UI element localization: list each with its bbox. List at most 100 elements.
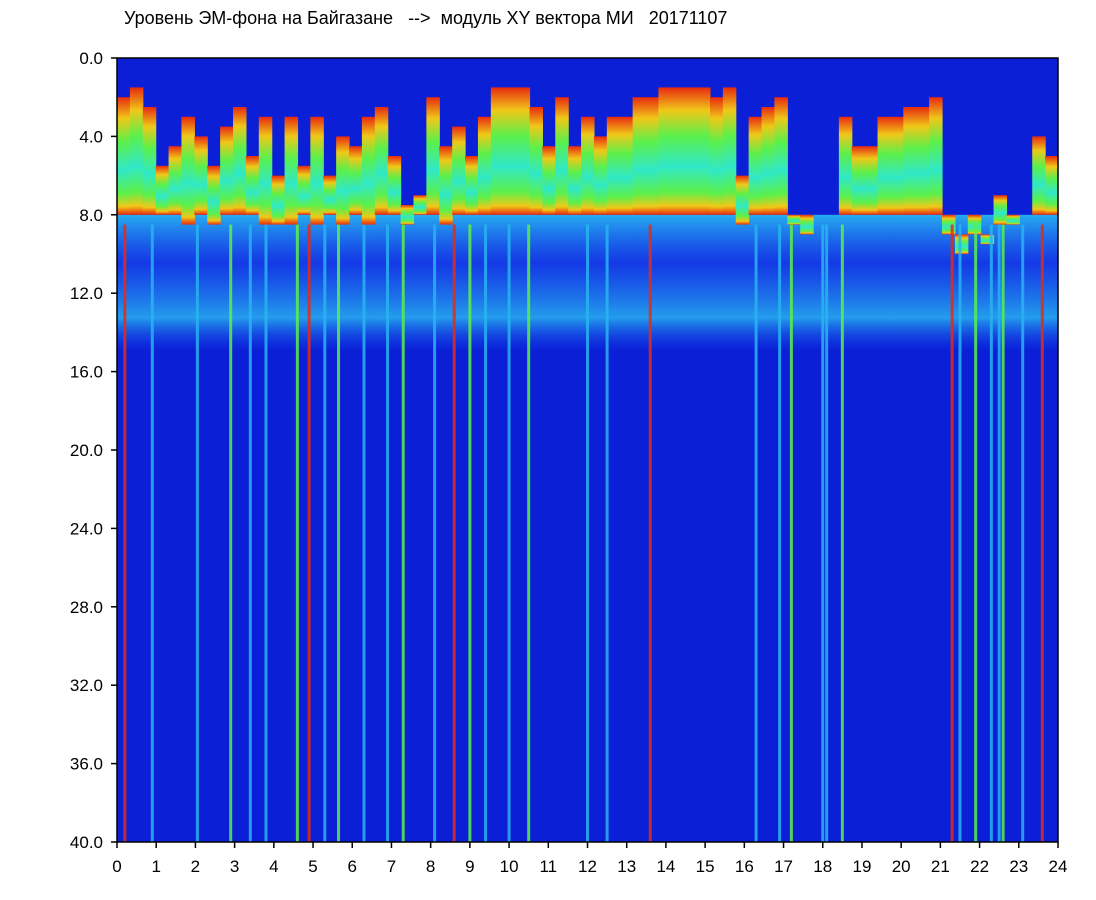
heatmap-streak bbox=[825, 224, 829, 842]
heatmap-streak bbox=[754, 224, 758, 842]
heatmap-band-column bbox=[336, 136, 350, 225]
heatmap-band-column bbox=[439, 146, 453, 225]
heatmap-streak bbox=[386, 224, 390, 842]
heatmap-band-column bbox=[1032, 136, 1046, 215]
heatmap-band-column bbox=[181, 116, 195, 225]
heatmap-band-column bbox=[851, 146, 866, 215]
heatmap-band-column bbox=[606, 116, 621, 215]
x-tick-label: 15 bbox=[696, 857, 715, 876]
heatmap-band-column bbox=[413, 195, 427, 215]
heatmap-band-column bbox=[593, 136, 608, 215]
heatmap-band-column bbox=[980, 234, 995, 245]
heatmap-band-column bbox=[207, 165, 221, 225]
heatmap-band-column bbox=[465, 156, 479, 215]
x-tick-label: 0 bbox=[112, 857, 121, 876]
heatmap-streak bbox=[1021, 224, 1025, 842]
x-tick-label: 23 bbox=[1009, 857, 1028, 876]
heatmap-band-column bbox=[555, 97, 569, 215]
heatmap-streak bbox=[605, 224, 609, 842]
y-tick-label: 40.0 bbox=[70, 833, 103, 852]
heatmap-streak bbox=[821, 224, 825, 842]
heatmap-band-column bbox=[877, 116, 892, 215]
heatmap-band-column bbox=[245, 156, 260, 215]
y-tick-label: 36.0 bbox=[70, 755, 103, 774]
heatmap-streak bbox=[1001, 224, 1005, 842]
x-tick-label: 18 bbox=[813, 857, 832, 876]
heatmap-streak bbox=[958, 224, 962, 842]
heatmap-streak bbox=[789, 224, 793, 842]
heatmap-band-column bbox=[697, 87, 711, 215]
heatmap-streak bbox=[248, 224, 252, 842]
heatmap-streak bbox=[195, 224, 199, 842]
y-tick-label: 8.0 bbox=[79, 206, 103, 225]
x-tick-label: 19 bbox=[852, 857, 871, 876]
heatmap-band-column bbox=[529, 107, 543, 215]
x-axis: 0 1 2 3 4 5 6 7 8 9 10 11 12 13 14 15 16 17 18 19 20 21 22 23 24 bbox=[112, 842, 1067, 876]
heatmap-band-column bbox=[787, 214, 801, 225]
heatmap-band-column bbox=[477, 116, 492, 215]
heatmap-band-column bbox=[374, 107, 389, 215]
x-tick-label: 20 bbox=[892, 857, 911, 876]
x-tick-label: 6 bbox=[348, 857, 357, 876]
heatmap-band-column bbox=[387, 156, 402, 215]
heatmap-band-column bbox=[233, 107, 247, 215]
heatmap-streak bbox=[468, 224, 472, 842]
heatmap-streak bbox=[648, 224, 652, 842]
y-axis: 0.0 4.0 8.0 12.0 16.0 20.0 24.0 28.0 32.0 36.0 40.… bbox=[70, 49, 117, 852]
heatmap-band-column bbox=[709, 97, 724, 215]
heatmap-streak bbox=[123, 224, 127, 842]
heatmap-band-column bbox=[271, 175, 286, 225]
x-tick-label: 5 bbox=[308, 857, 317, 876]
heatmap-band-column bbox=[903, 107, 917, 215]
heatmap-band-column bbox=[400, 205, 415, 225]
heatmap-band-column bbox=[349, 146, 363, 215]
heatmap-streak bbox=[840, 224, 844, 842]
heatmap-band-column bbox=[452, 126, 466, 215]
heatmap-streak bbox=[229, 224, 233, 842]
heatmap-band-column bbox=[426, 97, 440, 215]
x-tick-label: 2 bbox=[191, 857, 200, 876]
heatmap-band-column bbox=[838, 116, 853, 215]
heatmap-streak bbox=[484, 224, 488, 842]
heatmap-band-column bbox=[284, 116, 299, 225]
heatmap-band-column bbox=[503, 87, 518, 215]
heatmap-band-column bbox=[581, 116, 595, 215]
heatmap-band-column bbox=[168, 146, 183, 215]
heatmap-band-column bbox=[619, 116, 634, 215]
heatmap-band-column bbox=[516, 87, 531, 215]
heatmap-band-column bbox=[864, 146, 879, 215]
heatmap-band-column bbox=[297, 165, 311, 215]
heatmap-band-column bbox=[258, 116, 273, 225]
x-tick-label: 16 bbox=[735, 857, 754, 876]
heatmap-streak bbox=[307, 224, 311, 842]
heatmap-band-column bbox=[220, 126, 234, 215]
x-tick-label: 8 bbox=[426, 857, 435, 876]
heatmap-band-column bbox=[800, 214, 814, 235]
heatmap-streak bbox=[362, 224, 366, 842]
y-tick-label: 4.0 bbox=[79, 127, 103, 146]
heatmap-band-column bbox=[1006, 214, 1020, 225]
heatmap-band-column bbox=[890, 116, 904, 215]
x-tick-label: 22 bbox=[970, 857, 989, 876]
heatmap-streak bbox=[452, 224, 456, 842]
heatmap-streak bbox=[1040, 224, 1044, 842]
heatmap-streak bbox=[974, 224, 978, 842]
heatmap-band-column bbox=[671, 87, 685, 215]
heatmap-streak bbox=[586, 224, 589, 842]
heatmap-band-column bbox=[155, 165, 170, 215]
heatmap-streak bbox=[527, 224, 531, 842]
heatmap-streak bbox=[264, 224, 268, 842]
heatmap-band-column bbox=[361, 116, 376, 225]
heatmap-streak bbox=[295, 224, 299, 842]
heatmap-band-column bbox=[194, 136, 208, 215]
heatmap-band-column bbox=[658, 87, 672, 215]
heatmap-band-column bbox=[774, 97, 788, 215]
heatmap-band-column bbox=[684, 87, 698, 215]
x-tick-label: 13 bbox=[617, 857, 636, 876]
y-tick-label: 12.0 bbox=[70, 284, 103, 303]
heatmap-band-column bbox=[490, 87, 505, 215]
chart-title: Уровень ЭМ-фона на Байгазане --> модуль … bbox=[124, 8, 728, 28]
heatmap-streak bbox=[433, 224, 437, 842]
y-tick-label: 28.0 bbox=[70, 598, 103, 617]
y-tick-label: 20.0 bbox=[70, 441, 103, 460]
